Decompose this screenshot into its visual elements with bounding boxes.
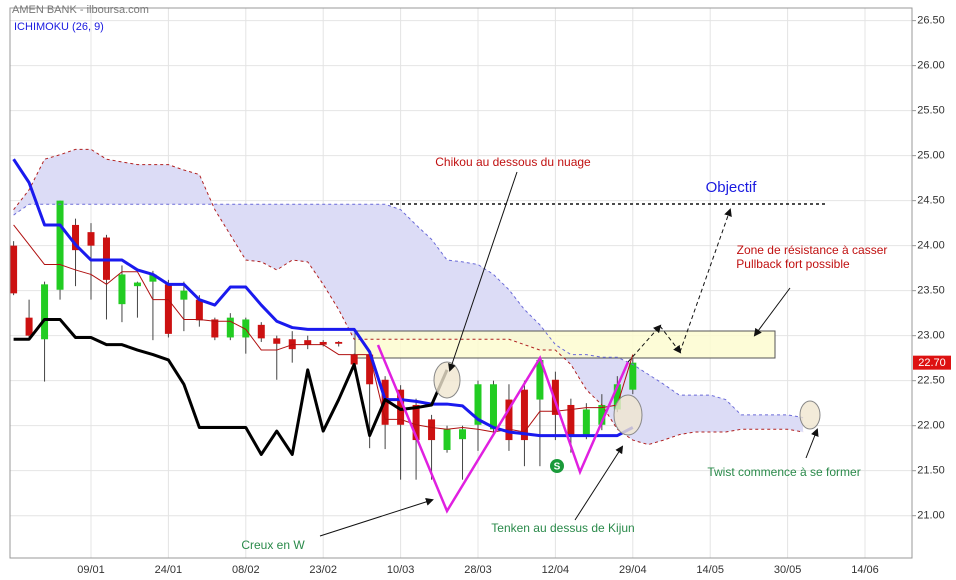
candle-body bbox=[319, 341, 327, 345]
candle-body bbox=[257, 324, 265, 339]
candle-body bbox=[459, 429, 467, 440]
candle-body bbox=[551, 379, 559, 415]
candle-body bbox=[428, 419, 436, 441]
y-tick-label: 24.50 bbox=[917, 195, 945, 207]
candle-body bbox=[149, 274, 157, 282]
candle-body bbox=[505, 399, 513, 441]
annotation: Objectif bbox=[706, 179, 758, 196]
x-tick-label: 12/04 bbox=[542, 564, 570, 576]
signal-marker bbox=[550, 459, 564, 473]
candles bbox=[10, 200, 637, 480]
candle-body bbox=[41, 284, 49, 340]
candle-body bbox=[397, 389, 405, 425]
x-tick-label: 08/02 bbox=[232, 564, 260, 576]
candle-body bbox=[613, 384, 621, 410]
arrow bbox=[753, 287, 791, 337]
candle-body bbox=[536, 359, 544, 400]
chart-title: AMEN BANK - ilboursa.com bbox=[12, 4, 149, 16]
candle-body bbox=[366, 354, 374, 385]
candle-body bbox=[443, 429, 451, 450]
annotation: Zone de résistance à casser bbox=[737, 243, 888, 257]
arrow bbox=[448, 171, 518, 372]
arrow bbox=[574, 445, 624, 521]
lines bbox=[12, 148, 804, 456]
candle-body bbox=[273, 338, 281, 344]
y-tick-label: 24.00 bbox=[917, 240, 945, 252]
x-tick-label: 14/06 bbox=[851, 564, 879, 576]
y-tick-label: 21.00 bbox=[917, 510, 945, 522]
candle-body bbox=[412, 404, 420, 441]
indicator-line bbox=[12, 158, 634, 438]
y-tick-label: 26.00 bbox=[917, 60, 945, 72]
y-tick-label: 22.50 bbox=[917, 375, 945, 387]
y-tick-label: 25.50 bbox=[917, 105, 945, 117]
x-tick-label: 14/05 bbox=[696, 564, 724, 576]
candle-body bbox=[25, 317, 33, 336]
candle-body bbox=[335, 341, 343, 344]
candle-body bbox=[87, 232, 95, 246]
projection bbox=[659, 325, 682, 354]
x-tick-label: 29/04 bbox=[619, 564, 647, 576]
indicator-line bbox=[13, 317, 449, 456]
w-pattern bbox=[376, 344, 630, 514]
plot-frame bbox=[9, 7, 913, 559]
x-tick-label: 24/01 bbox=[155, 564, 183, 576]
candle-body bbox=[226, 317, 234, 338]
x-tick-label: 23/02 bbox=[309, 564, 337, 576]
arrow bbox=[319, 498, 434, 537]
chikou-ellipse bbox=[433, 361, 461, 399]
candle-body bbox=[195, 299, 203, 321]
candle-body bbox=[10, 245, 18, 294]
candle-body bbox=[598, 404, 606, 425]
arrow bbox=[805, 428, 819, 459]
last-price-label: 22.70 bbox=[918, 357, 946, 369]
x-tick-label: 30/05 bbox=[774, 564, 802, 576]
candle-body bbox=[304, 340, 312, 345]
candle-body bbox=[180, 290, 188, 300]
annotation: Tenken au dessus de Kijun bbox=[491, 521, 634, 535]
tenkan-ellipse bbox=[613, 394, 643, 436]
candle-body bbox=[164, 284, 172, 334]
candle-body bbox=[211, 319, 219, 338]
candle-body bbox=[56, 200, 64, 290]
annotation: Pullback fort possible bbox=[736, 257, 850, 271]
candle-body bbox=[629, 362, 637, 390]
candle-body bbox=[118, 274, 126, 305]
candle-body bbox=[520, 389, 528, 441]
y-tick-label: 23.50 bbox=[917, 285, 945, 297]
candle-body bbox=[72, 224, 80, 251]
axes: 21.00 21.50 22.00 22.50 23.00 23.50 24.00 24.50… bbox=[77, 15, 951, 576]
x-tick-label: 10/03 bbox=[387, 564, 415, 576]
last-price-box bbox=[913, 355, 951, 370]
y-tick-label: 21.50 bbox=[917, 465, 945, 477]
y-tick-label: 23.00 bbox=[917, 330, 945, 342]
projection bbox=[627, 324, 662, 363]
indicator-line bbox=[13, 148, 804, 446]
annotation: Creux en W bbox=[241, 538, 305, 552]
candle-body bbox=[242, 319, 250, 338]
y-tick-label: 25.00 bbox=[917, 150, 945, 162]
annotation: Chikou au dessous du nuage bbox=[435, 155, 591, 169]
cloud-area bbox=[13, 149, 804, 445]
x-tick-label: 09/01 bbox=[77, 564, 105, 576]
x-tick-label: 28/03 bbox=[464, 564, 492, 576]
candle-body bbox=[350, 354, 358, 365]
signal-label: S bbox=[554, 462, 561, 473]
chart-subtitle: ICHIMOKU (26, 9) bbox=[14, 21, 104, 33]
resistance-zone bbox=[354, 330, 776, 359]
indicator-line bbox=[13, 203, 804, 419]
candle-body bbox=[582, 409, 590, 435]
candle-body bbox=[133, 282, 141, 287]
cloud bbox=[13, 149, 804, 445]
candle-body bbox=[474, 384, 482, 425]
candle-body bbox=[489, 384, 497, 430]
twist-ellipse bbox=[799, 400, 821, 430]
y-tick-label: 26.50 bbox=[917, 15, 945, 27]
indicator-line bbox=[13, 224, 634, 433]
candle-body bbox=[567, 404, 575, 435]
annotation: Twist commence à se former bbox=[707, 465, 860, 479]
y-tick-label: 22.00 bbox=[917, 420, 945, 432]
